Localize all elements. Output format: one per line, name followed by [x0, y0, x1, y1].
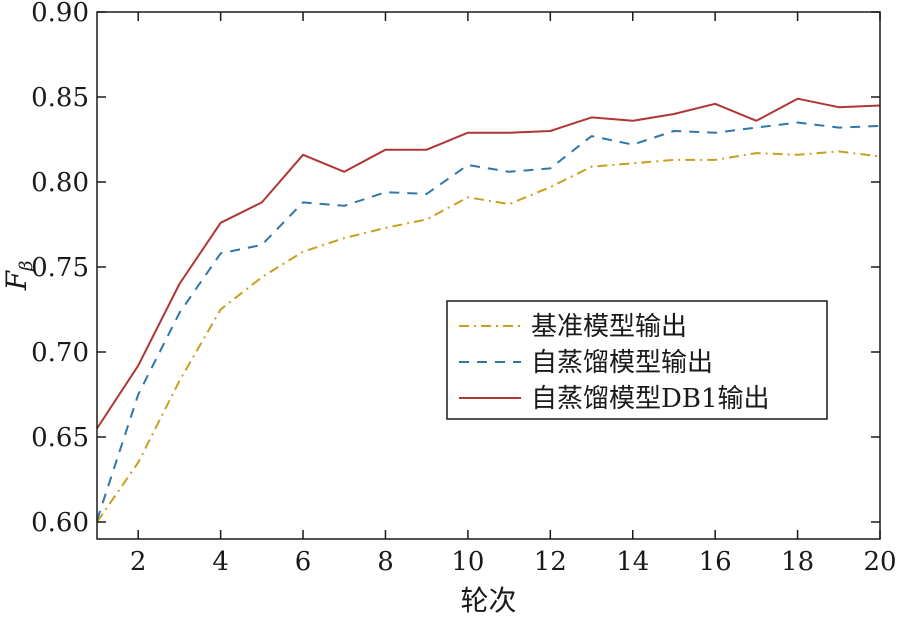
legend-label-2: 自蒸馏模型输出 — [531, 348, 713, 378]
series-line-3 — [96, 97, 881, 430]
x-tick-label: 18 — [781, 547, 814, 577]
x-tick-label: 8 — [377, 547, 394, 577]
x-tick-label: 6 — [295, 547, 312, 577]
series-line-2 — [96, 121, 881, 521]
y-tick-label: 0.75 — [31, 253, 89, 283]
y-tick-label: 0.85 — [31, 83, 89, 113]
x-tick-label: 10 — [451, 547, 484, 577]
x-tick-label: 14 — [616, 547, 649, 577]
y-tick-label: 0.60 — [31, 508, 89, 538]
legend-box — [446, 300, 828, 420]
x-tick-label: 4 — [212, 547, 229, 577]
y-axis-title-main: F — [0, 269, 33, 291]
x-axis: 2 4 6 8 10 12 14 16 18 20 — [130, 12, 897, 577]
plot-frame — [96, 11, 881, 540]
x-tick-label: 20 — [863, 547, 896, 577]
y-tick-label: 0.80 — [31, 168, 89, 198]
x-tick-label: 2 — [130, 547, 147, 577]
plot-area — [96, 97, 881, 523]
y-axis: 0.60 0.65 0.70 0.75 0.80 0.85 0.90 — [31, 0, 880, 538]
y-tick-label: 0.70 — [31, 338, 89, 368]
legend-label-3: 自蒸馏模型DB1输出 — [531, 384, 770, 414]
y-axis-title: Fβ — [0, 261, 37, 292]
y-tick-label: 0.65 — [31, 423, 89, 453]
y-axis-title-sub: β — [16, 261, 37, 272]
x-tick-label: 12 — [534, 547, 567, 577]
x-axis-title: 轮次 — [460, 584, 516, 617]
legend-label-1: 基准模型输出 — [531, 312, 687, 342]
y-tick-label: 0.90 — [31, 0, 89, 28]
x-tick-label: 16 — [699, 547, 732, 577]
